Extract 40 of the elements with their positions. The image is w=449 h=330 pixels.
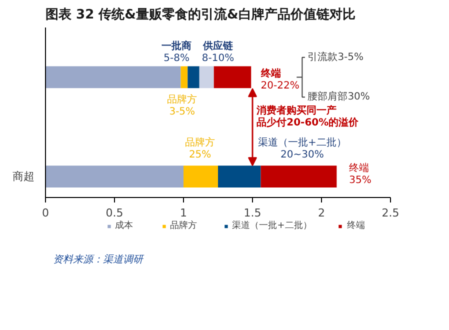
legend-label: 终端 [346,220,366,232]
bar [199,66,214,88]
annotation: 35% [349,175,372,186]
annotation: 终端 [349,162,370,174]
annotation: 25% [188,149,212,160]
x-tick-label: 1.5 [244,206,262,220]
bar [184,166,218,188]
chart-title: 图表 32 传统&量贩零食的引流&白牌产品价值链对比 [46,6,356,22]
annotation: 腰部肩部30% [308,90,370,103]
bar [46,66,181,88]
bar [188,66,200,88]
legend-label: 渠道（一批+二批） [232,220,312,232]
annotation: 一批商 [162,40,192,52]
annotation: 3-5% [169,106,196,118]
x-tick-label: 0 [42,206,49,220]
bar [180,66,188,88]
bar [260,166,337,188]
annotation: 引流款3-5% [308,50,364,63]
bar [214,66,252,88]
legend-label: 品牌方 [170,220,198,232]
annotation: 20-22% [260,80,300,92]
annotation: 品牌方 [167,94,198,106]
x-tick-label: 1 [180,206,187,220]
annotation: 消费者购买同一产 [256,104,337,117]
x-tick-label: 0.5 [106,206,124,220]
annotation: 品少付20-60%的溢价 [256,116,360,128]
x-tick-label: 2.5 [382,206,400,220]
text: 资料来源：渠道调研 [53,253,146,266]
y-tick-label: 商超 [12,170,34,184]
x-tick-label: 2 [318,206,325,220]
annotation: 供应链 [202,40,234,52]
annotation: 8-10% [202,52,234,64]
legend-label: 成本 [115,220,134,232]
bar [46,166,184,188]
annotation: 5-8% [164,52,190,64]
annotation: 终端 [260,68,281,80]
annotation: 渠道（一批+二批） [258,136,346,148]
annotation: 20~30% [280,149,324,160]
annotation: 品牌方 [185,136,216,148]
bar [218,166,261,188]
